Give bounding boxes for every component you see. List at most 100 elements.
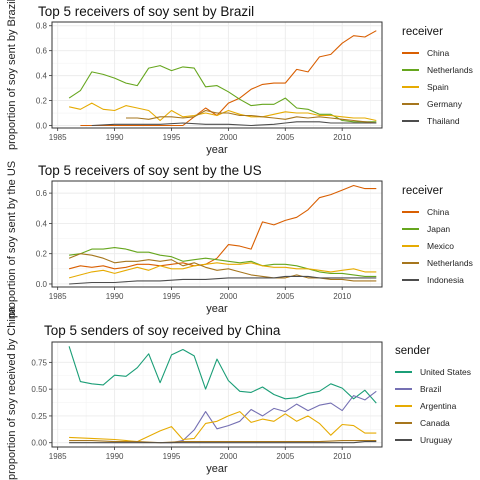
legend: receiver China Japan Mexico Netherlands Indo… [402, 185, 473, 288]
y-tick-label: 0.0 [36, 280, 48, 289]
plot-area: 1985 1990 1995 2000 2005 2010 0.0 0.2 0.4 0.6 year [36, 180, 383, 315]
legend-key [402, 119, 419, 122]
y-tick-label: 0.25 [31, 412, 47, 421]
x-tick-label: 2010 [333, 452, 351, 461]
legend-item: Japan [402, 220, 473, 237]
series-line-united-states [68, 346, 377, 404]
series-line-indonesia [69, 275, 377, 285]
chart-panel-china-imports: Top 5 senders of soy received by China p… [0, 307, 480, 480]
legend-key [402, 261, 419, 264]
legend-label: Netherlands [427, 257, 473, 268]
legend-label: Canada [420, 417, 450, 428]
legend-key [402, 244, 419, 247]
y-tick-label: 0.4 [36, 219, 48, 228]
x-tick-label: 2000 [219, 452, 237, 461]
series-line-china [80, 30, 377, 127]
plot-area: 1985 1990 1995 2000 2005 2010 0.00 0.25 0.50 0.75… [31, 341, 383, 475]
x-axis-label: year [206, 303, 228, 315]
legend-key [395, 387, 412, 390]
legend-item: Uruguay [395, 431, 471, 448]
legend-item: China [402, 203, 473, 220]
legend-label: United States [420, 366, 472, 377]
x-axis-label: year [206, 463, 228, 475]
y-tick-label: 0.6 [36, 189, 48, 198]
panel-border [51, 180, 383, 288]
plot-area: 1985 1990 1995 2000 2005 2010 0.0 0.2 0.4 0.6 0.8 y… [36, 21, 383, 156]
x-tick-label: 1985 [49, 452, 67, 461]
legend-key [395, 404, 412, 407]
legend-label: Spain [427, 81, 449, 92]
series-line-uruguay [69, 441, 377, 444]
legend-label: Argentina [420, 400, 457, 411]
chart-panel-brazil-exports: Top 5 receivers of soy sent by Brazil pr… [0, 0, 480, 160]
x-tick-label: 1990 [106, 452, 124, 461]
x-tick-label: 1990 [106, 133, 124, 142]
x-tick-label: 1995 [163, 292, 181, 301]
legend-item: China [402, 44, 473, 61]
legend-key [402, 51, 419, 54]
legend-key [402, 210, 419, 213]
legend-label: Mexico [427, 240, 454, 251]
x-tick-label: 1985 [49, 292, 67, 301]
legend-item: Mexico [402, 237, 473, 254]
panel-border [51, 21, 383, 129]
series-line-canada [69, 440, 377, 444]
legend-key [395, 370, 412, 373]
chart-panel-us-exports: Top 5 receivers of soy sent by the US pr… [0, 160, 480, 320]
legend: receiver China Netherlands Spain Germany Tha… [402, 26, 473, 129]
y-tick-label: 0.2 [36, 250, 48, 259]
legend-item: Argentina [395, 397, 471, 414]
x-tick-label: 2000 [219, 133, 237, 142]
x-tick-label: 1995 [163, 133, 181, 142]
x-tick-label: 2005 [276, 133, 294, 142]
x-axis-label: year [206, 144, 228, 156]
y-tick-label: 0.8 [36, 22, 48, 31]
chart-title: Top 5 receivers of soy sent by Brazil [38, 4, 255, 19]
legend-key [402, 102, 419, 105]
legend-title: sender [395, 345, 431, 357]
x-tick-label: 2010 [333, 133, 351, 142]
panel-border [51, 341, 383, 448]
legend-key [402, 278, 419, 281]
series-line-germany [126, 109, 377, 124]
series-line-thailand [91, 121, 377, 127]
x-tick-label: 2000 [219, 292, 237, 301]
legend-item: Germany [402, 95, 473, 112]
legend-item: Brazil [395, 380, 471, 397]
legend-item: Spain [402, 78, 473, 95]
series-line-mexico [68, 262, 377, 279]
y-tick-label: 0.50 [31, 385, 47, 394]
legend-label: Indonesia [427, 274, 464, 285]
y-tick-label: 0.2 [36, 97, 48, 106]
legend-key [395, 438, 412, 441]
legend-title: receiver [402, 26, 443, 38]
series-line-china [68, 184, 377, 270]
chart-title: Top 5 senders of soy received by China [44, 323, 281, 338]
series-line-argentina [69, 411, 377, 443]
legend-item: Netherlands [402, 61, 473, 78]
y-tick-label: 0.75 [31, 358, 47, 367]
legend-title: receiver [402, 185, 443, 197]
x-tick-label: 2005 [276, 452, 294, 461]
legend-item: Netherlands [402, 254, 473, 271]
legend-item: United States [395, 363, 471, 380]
legend-item: Canada [395, 414, 471, 431]
legend-label: China [427, 206, 450, 217]
series-line-brazil [160, 390, 377, 444]
x-tick-label: 2005 [276, 292, 294, 301]
legend-item: Indonesia [402, 271, 473, 288]
y-tick-label: 0.0 [36, 122, 48, 131]
x-tick-label: 1990 [106, 292, 124, 301]
legend-label: Germany [427, 98, 462, 109]
legend-label: Uruguay [420, 434, 453, 445]
legend-key [402, 227, 419, 230]
x-tick-label: 1995 [163, 452, 181, 461]
legend-label: Thailand [427, 115, 460, 126]
x-tick-label: 2010 [333, 292, 351, 301]
series-line-netherlands [68, 253, 377, 282]
legend-key [395, 421, 412, 424]
legend-label: Brazil [420, 383, 442, 394]
legend-label: Netherlands [427, 64, 473, 75]
y-tick-label: 0.4 [36, 72, 48, 81]
series-line-japan [69, 247, 377, 277]
